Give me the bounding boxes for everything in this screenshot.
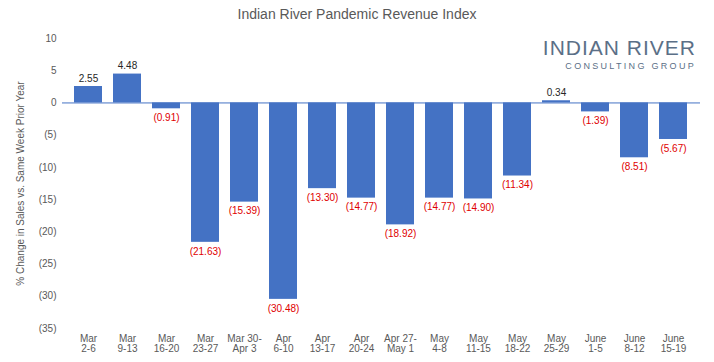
svg-text:May25-29: May25-29 [544, 333, 570, 354]
svg-text:Apr 27-May 1: Apr 27-May 1 [384, 333, 417, 354]
svg-text:(11.34): (11.34) [502, 179, 533, 190]
svg-text:(10): (10) [39, 162, 57, 173]
svg-text:June8-12: June8-12 [624, 333, 646, 354]
svg-text:(13.30): (13.30) [307, 192, 339, 203]
svg-text:Apr20-24: Apr20-24 [349, 333, 375, 354]
html-text:CONSULTING GROUP: CONSULTING GROUP [565, 61, 696, 71]
svg-text:Apr6-10: Apr6-10 [273, 333, 293, 354]
svg-text:June1-5: June1-5 [585, 333, 607, 354]
svg-text:(30.48): (30.48) [268, 303, 300, 314]
svg-text:(18.92): (18.92) [385, 228, 417, 239]
svg-text:(14.90): (14.90) [463, 202, 495, 213]
svg-text:(14.77): (14.77) [346, 201, 378, 212]
svg-text:(20): (20) [39, 226, 57, 237]
svg-text:0: 0 [51, 97, 57, 108]
svg-text:(30): (30) [39, 290, 57, 301]
svg-text:(5): (5) [44, 129, 56, 140]
svg-text:(8.51): (8.51) [621, 161, 647, 172]
svg-text:May18-22: May18-22 [505, 333, 531, 354]
svg-text:June15-19: June15-19 [661, 333, 687, 354]
svg-text:Apr13-17: Apr13-17 [310, 333, 336, 354]
html-text:Indian River Pandemic Revenue: Indian River Pandemic Revenue Index [237, 6, 477, 22]
svg-text:(15): (15) [39, 194, 57, 205]
svg-text:(14.77): (14.77) [424, 201, 456, 212]
svg-text:Mar9-13: Mar9-13 [117, 333, 137, 354]
svg-text:(15.39): (15.39) [229, 205, 261, 216]
svg-text:5: 5 [51, 65, 57, 76]
svg-text:(21.63): (21.63) [190, 246, 222, 257]
svg-text:0.34: 0.34 [547, 87, 567, 98]
svg-text:(35): (35) [39, 323, 57, 334]
svg-text:(0.91): (0.91) [153, 112, 179, 123]
svg-text:Mar23-27: Mar23-27 [193, 333, 219, 354]
svg-text:(1.39): (1.39) [582, 115, 608, 126]
svg-text:(25): (25) [39, 258, 57, 269]
svg-text:Mar16-20: Mar16-20 [154, 333, 180, 354]
svg-text:10: 10 [45, 33, 57, 44]
svg-text:Mar 30-Apr 3: Mar 30-Apr 3 [227, 333, 261, 354]
svg-text:4.48: 4.48 [118, 60, 138, 71]
svg-text:(5.67): (5.67) [660, 143, 686, 154]
svg-text:Mar2-6: Mar2-6 [80, 333, 98, 354]
svg-text:May4-8: May4-8 [430, 333, 449, 354]
svg-text:% Change in Sales vs. Same Wee: % Change in Sales vs. Same Week Prior Ye… [15, 81, 26, 286]
svg-text:May11-15: May11-15 [466, 333, 491, 354]
html-text:INDIAN RIVER: INDIAN RIVER [542, 36, 696, 59]
svg-text:2.55: 2.55 [79, 73, 99, 84]
